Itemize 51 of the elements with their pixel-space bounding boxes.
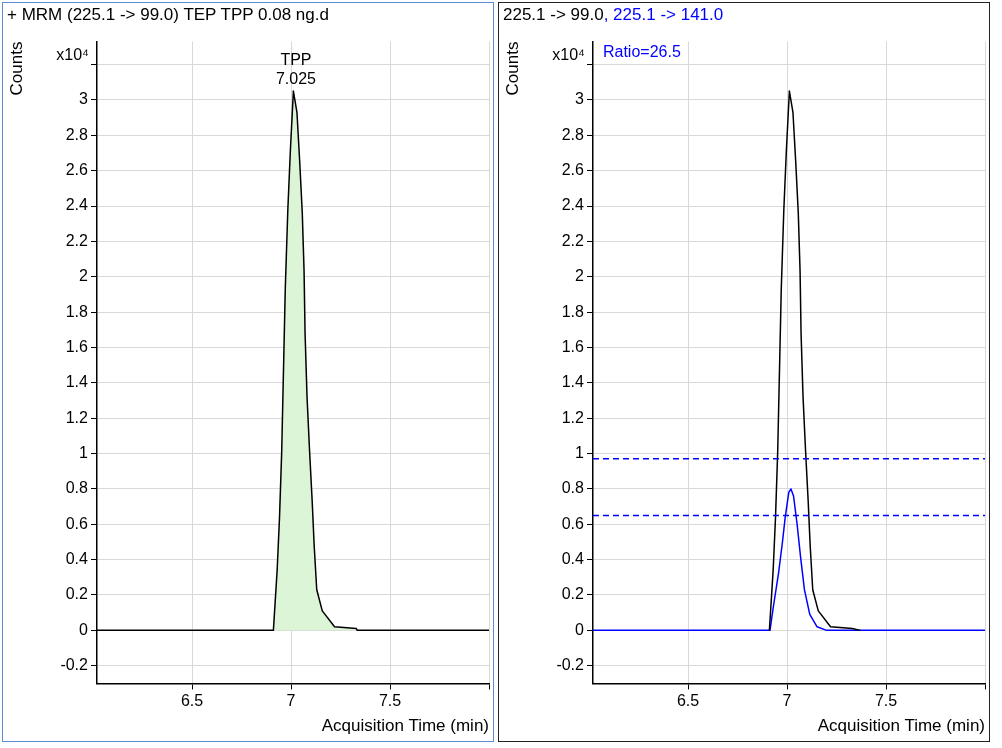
y-tick-label: 1.8 [561, 302, 585, 320]
y-tick-label: 1.6 [561, 337, 585, 355]
y-tick-label: 2 [575, 267, 585, 285]
text: x10⁴ [552, 46, 586, 64]
y-tick-label: -0.2 [60, 656, 89, 674]
y-tick-label: 3 [79, 90, 89, 108]
y-tick-label: 0.4 [65, 550, 89, 568]
y-tick-label: 0.6 [65, 514, 89, 532]
y-tick-label: 1.6 [65, 337, 89, 355]
y-tick-label: 2.4 [65, 196, 89, 214]
y-axis-title: Counts [502, 41, 522, 96]
y-tick-label: 2.2 [65, 231, 89, 249]
y-tick-label: 2 [79, 267, 89, 285]
text: , 225.1 -> 141.0 [603, 5, 724, 26]
y-tick-label: 0.8 [561, 479, 585, 497]
y-tick-label: 0.8 [65, 479, 89, 497]
x-axis-title: Acquisition Time (min) [321, 716, 489, 736]
y-tick-label: 2.8 [561, 125, 585, 143]
y-tick-label: 1 [575, 443, 585, 461]
y-axis-title: Counts [6, 41, 26, 96]
y-tick-label: 2.4 [561, 196, 585, 214]
y-tick-label: 1.4 [65, 373, 89, 391]
y-tick-label: 0.6 [561, 514, 585, 532]
x-tick-label: 7.5 [874, 692, 898, 710]
y-tick-label: 0.2 [65, 585, 89, 603]
y-tick-label: 1.2 [561, 408, 585, 426]
y-tick-label: 3 [575, 90, 585, 108]
annotation: TPP 7.025 [275, 50, 317, 87]
y-tick-label: 0.2 [561, 585, 585, 603]
x-tick-label: 7 [286, 692, 296, 710]
x-tick-label: 7 [782, 692, 792, 710]
y-tick-label: 0.4 [561, 550, 585, 568]
y-tick-label: 1 [79, 443, 89, 461]
y-tick-label: 2.6 [65, 161, 89, 179]
y-tick-label: 0 [79, 620, 89, 638]
y-tick-label: 2.2 [561, 231, 585, 249]
y-tick-label: 2.8 [65, 125, 89, 143]
x-axis-title: Acquisition Time (min) [817, 716, 985, 736]
x-tick-label: 6.5 [180, 692, 204, 710]
text: x10⁴ [56, 46, 90, 64]
y-tick-label: 1.2 [65, 408, 89, 426]
x-tick-label: 6.5 [676, 692, 700, 710]
y-tick-label: 0 [575, 620, 585, 638]
text: 225.1 -> 99.0 [503, 5, 604, 26]
y-tick-label: 1.8 [65, 302, 89, 320]
y-tick-label: -0.2 [556, 656, 585, 674]
x-tick-label: 7.5 [378, 692, 402, 710]
annotation: Ratio=26.5 [602, 43, 681, 61]
chart-title: + MRM (225.1 -> 99.0) TEP TPP 0.08 ng.d [7, 5, 329, 26]
y-tick-label: 1.4 [561, 373, 585, 391]
y-tick-label: 2.6 [561, 161, 585, 179]
